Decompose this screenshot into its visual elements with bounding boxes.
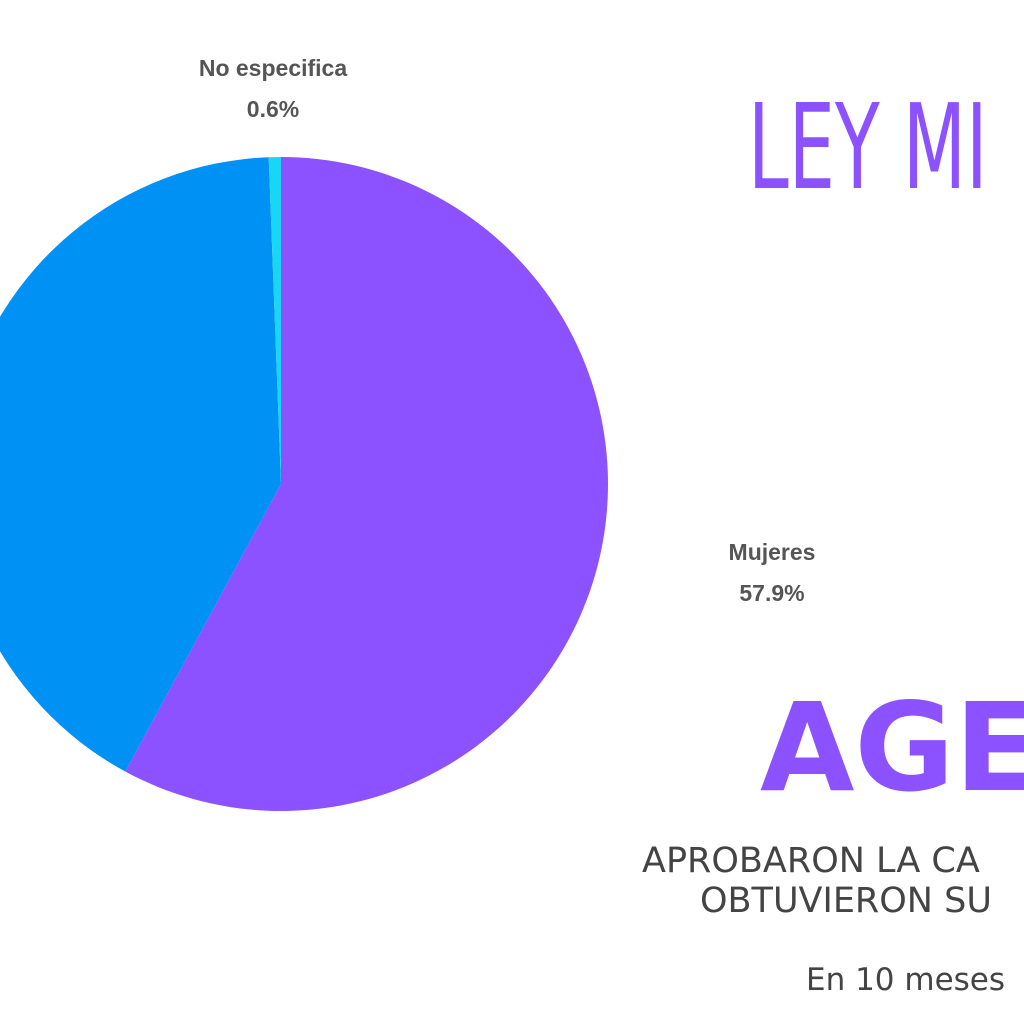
pie <box>0 157 609 811</box>
title: LEY MI <box>748 80 988 217</box>
value-label: 57.9% <box>739 580 804 606</box>
note: En 10 meses <box>806 962 1005 998</box>
text-line: OBTUVIERON SU <box>700 881 992 921</box>
headline: AGE <box>760 677 1024 819</box>
pie-slice <box>268 157 281 484</box>
value-label: 0.6% <box>247 96 299 122</box>
pie-slice <box>125 157 609 811</box>
slice-label: Mujeres <box>729 539 816 565</box>
text-line: APROBARON LA CA <box>642 841 980 881</box>
slice-label: No especifica <box>199 55 347 81</box>
pie-slice <box>0 157 281 772</box>
